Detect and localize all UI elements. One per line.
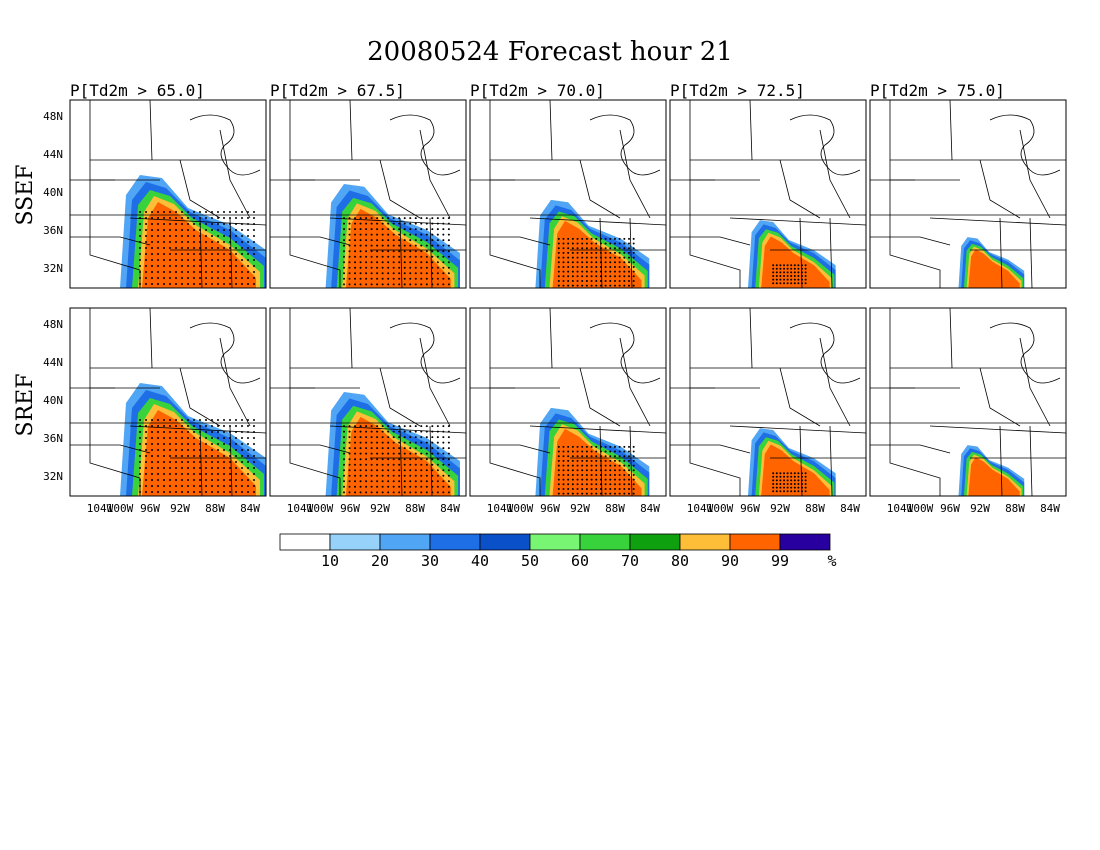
figure-title: 20080524 Forecast hour 21: [367, 37, 733, 67]
lat-label: 40N: [43, 186, 63, 199]
colorbar-label: 70: [621, 552, 639, 570]
colorbar-unit: %: [827, 552, 836, 570]
panel-frame: [69, 307, 267, 497]
colorbar-swatch: [629, 533, 681, 551]
lon-label: 96W: [940, 502, 960, 515]
panel-frame: [469, 307, 667, 497]
lat-label: 36N: [43, 432, 63, 445]
lat-label: 44N: [43, 148, 63, 161]
lon-label: 92W: [370, 502, 390, 515]
map-panel: [669, 307, 867, 497]
colorbar-swatch: [779, 533, 831, 551]
colorbar-label: 10: [321, 552, 339, 570]
colorbar-label: 80: [671, 552, 689, 570]
lon-label: 104W: [87, 502, 114, 515]
lon-label: 100W: [507, 502, 534, 515]
lon-label: 96W: [140, 502, 160, 515]
lon-label: 92W: [570, 502, 590, 515]
panel-frame: [669, 99, 867, 289]
map-panel: [669, 99, 867, 289]
colorbar-label: 30: [421, 552, 439, 570]
panel-frame: [869, 99, 1067, 289]
lat-label: 44N: [43, 356, 63, 369]
panel-frame: [669, 307, 867, 497]
panel-frame: [69, 99, 267, 289]
colorbar-label: 40: [471, 552, 489, 570]
lon-label: 104W: [887, 502, 914, 515]
row-label-ssef: SSEF: [13, 164, 38, 225]
lon-label: 104W: [687, 502, 714, 515]
panel-frame: [469, 99, 667, 289]
column-title-1: P[Td2m > 65.0]: [70, 81, 205, 100]
map-panel: [269, 99, 467, 289]
lon-label: 96W: [340, 502, 360, 515]
map-panel: [269, 307, 467, 497]
column-title-4: P[Td2m > 72.5]: [670, 81, 805, 100]
lon-label: 92W: [970, 502, 990, 515]
colorbar-swatch: [529, 533, 581, 551]
colorbar-swatch: [479, 533, 531, 551]
colorbar: 10 20 30 40 50 60 70 80 90 99: [279, 533, 831, 570]
colorbar-label: 99: [771, 552, 789, 570]
row-label-sref: SREF: [13, 374, 38, 437]
panel-frame: [869, 307, 1067, 497]
lon-label: 100W: [707, 502, 734, 515]
column-title-3: P[Td2m > 70.0]: [470, 81, 605, 100]
column-title-2: P[Td2m > 67.5]: [270, 81, 405, 100]
lon-label: 84W: [1040, 502, 1060, 515]
colorbar-swatch: [279, 533, 331, 551]
lon-label: 88W: [605, 502, 625, 515]
lon-label: 84W: [840, 502, 860, 515]
lon-label: 96W: [540, 502, 560, 515]
lon-label: 88W: [805, 502, 825, 515]
colorbar-swatch: [379, 533, 431, 551]
colorbar-label: 20: [371, 552, 389, 570]
lon-label: 104W: [287, 502, 314, 515]
lat-label: 36N: [43, 224, 63, 237]
column-title-5: P[Td2m > 75.0]: [870, 81, 1005, 100]
lon-label: 92W: [170, 502, 190, 515]
colorbar-swatch: [579, 533, 631, 551]
map-panel: [869, 99, 1067, 289]
lon-label: 100W: [307, 502, 334, 515]
lon-label: 88W: [1005, 502, 1025, 515]
lat-label: 32N: [43, 470, 63, 483]
lat-label: 48N: [43, 110, 63, 123]
map-panel: [869, 307, 1067, 497]
lon-label: 84W: [640, 502, 660, 515]
lon-label: 104W: [487, 502, 514, 515]
lat-label: 32N: [43, 262, 63, 275]
map-panel: [469, 99, 667, 289]
lat-label: 48N: [43, 318, 63, 331]
lon-label: 88W: [405, 502, 425, 515]
lon-label: 84W: [440, 502, 460, 515]
lon-label: 100W: [107, 502, 134, 515]
map-panel: [69, 307, 267, 497]
panel-frame: [269, 307, 467, 497]
colorbar-label: 90: [721, 552, 739, 570]
lon-label: 84W: [240, 502, 260, 515]
colorbar-swatch: [679, 533, 731, 551]
colorbar-label: 50: [521, 552, 539, 570]
lon-label: 96W: [740, 502, 760, 515]
lon-label: 92W: [770, 502, 790, 515]
colorbar-swatch: [329, 533, 381, 551]
lat-label: 40N: [43, 394, 63, 407]
colorbar-label: 60: [571, 552, 589, 570]
lon-label: 100W: [907, 502, 934, 515]
colorbar-swatch: [729, 533, 781, 551]
lon-label: 88W: [205, 502, 225, 515]
panel-frame: [269, 99, 467, 289]
colorbar-swatch: [429, 533, 481, 551]
map-panel: [69, 99, 267, 289]
map-panel: [469, 307, 667, 497]
